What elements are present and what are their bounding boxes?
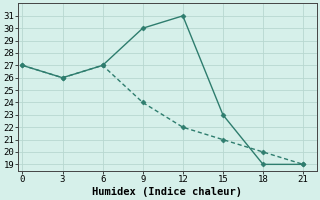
X-axis label: Humidex (Indice chaleur): Humidex (Indice chaleur) bbox=[92, 186, 243, 197]
